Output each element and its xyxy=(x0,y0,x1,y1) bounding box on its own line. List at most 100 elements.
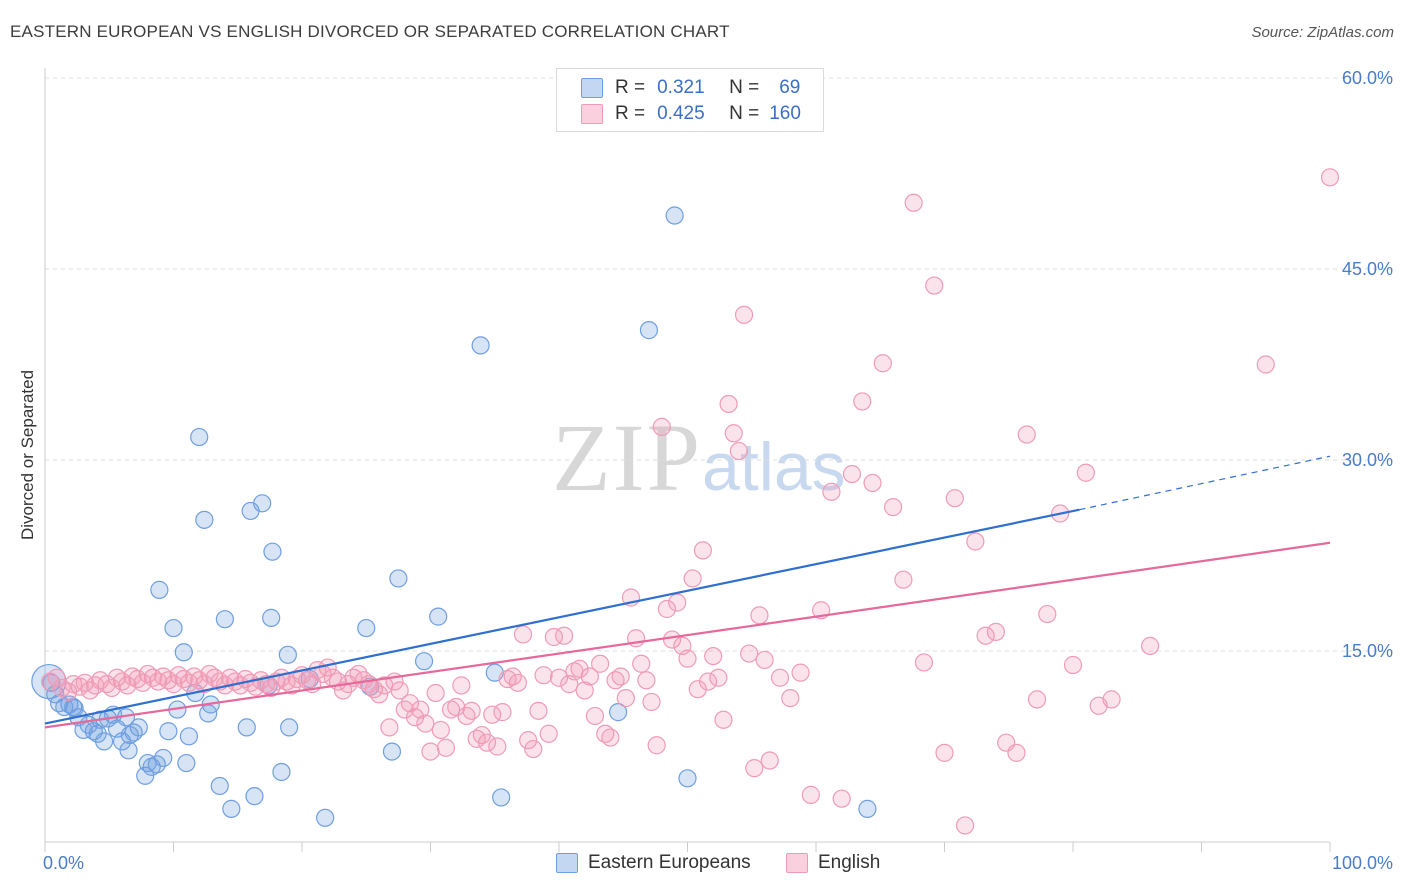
english-point xyxy=(832,789,851,808)
english-point xyxy=(380,718,399,737)
bottom-legend-label: English xyxy=(818,852,881,873)
legend-n-value: 69 xyxy=(779,77,801,98)
y-tick-label: 15.0% xyxy=(1342,641,1393,661)
english-point xyxy=(549,668,569,687)
english-point xyxy=(534,666,553,685)
english-point xyxy=(611,667,630,686)
english-point xyxy=(683,569,702,588)
english-point xyxy=(411,700,430,719)
english-point xyxy=(123,667,142,686)
legend-n-label: N = xyxy=(729,77,760,98)
y-tick-label: 60.0% xyxy=(1342,68,1393,88)
english-point xyxy=(688,680,707,699)
eastern-europeans-point xyxy=(42,673,61,692)
english-point xyxy=(724,424,743,443)
english-point xyxy=(519,731,538,750)
watermark-zip: ZIP xyxy=(552,404,702,511)
legend-swatch-pink xyxy=(581,104,603,124)
english-point xyxy=(1027,690,1047,709)
english-point xyxy=(693,541,713,560)
english-point xyxy=(863,473,882,493)
english-point xyxy=(47,668,66,687)
english-point xyxy=(585,706,605,726)
english-point xyxy=(740,644,759,663)
legend-row-eastern-europeans: R = 0.321 N = 69 xyxy=(581,77,800,99)
legend-r-label: R = xyxy=(615,77,646,98)
y-axis-label: Divorced or Separated xyxy=(18,370,37,540)
eastern-europeans-point xyxy=(382,742,402,761)
english-point xyxy=(955,816,975,835)
english-point xyxy=(390,681,409,700)
english-point xyxy=(370,685,389,704)
english-point xyxy=(966,532,985,551)
eastern-europeans-trend-line xyxy=(44,508,1080,725)
english-point xyxy=(750,606,769,625)
english-point xyxy=(652,417,671,436)
english-point xyxy=(400,694,420,713)
eastern-europeans-point xyxy=(492,788,511,807)
english-point xyxy=(647,736,666,755)
english-points xyxy=(41,168,1340,835)
eastern-europeans-point xyxy=(222,799,241,818)
english-point xyxy=(1017,425,1036,444)
english-point xyxy=(760,751,779,770)
eastern-europeans-point xyxy=(190,427,209,447)
english-point xyxy=(513,625,533,644)
legend-row-english: R = 0.425 N = 160 xyxy=(581,103,801,125)
english-point xyxy=(452,676,471,695)
eastern-europeans-point xyxy=(429,607,448,626)
english-point xyxy=(678,649,697,668)
english-point xyxy=(745,759,764,778)
eastern-europeans-point xyxy=(389,569,408,588)
eastern-europeans-point xyxy=(414,652,434,671)
eastern-europeans-point xyxy=(262,608,281,627)
english-point xyxy=(945,489,964,508)
english-point xyxy=(714,710,733,729)
x-tick-label: 100.0% xyxy=(1332,853,1393,873)
english-point xyxy=(195,675,214,694)
english-point xyxy=(642,692,661,712)
eastern-europeans-point xyxy=(316,808,335,827)
y-tick-label: 30.0% xyxy=(1342,450,1393,470)
english-point xyxy=(729,441,749,461)
watermark: ZIPatlas xyxy=(552,402,846,513)
english-point xyxy=(1007,743,1026,762)
english-point xyxy=(493,703,512,722)
correlation-legend: R = 0.321 N = 69 R = 0.425 N = 160 xyxy=(556,68,824,132)
eastern-europeans-point xyxy=(272,762,291,782)
english-point xyxy=(791,663,810,682)
eastern-europeans-point xyxy=(263,542,282,561)
english-point xyxy=(1320,168,1340,187)
english-point xyxy=(755,650,774,670)
english-point xyxy=(575,681,594,700)
bottom-legend-swatch-blue xyxy=(556,853,578,873)
english-point xyxy=(935,743,954,762)
legend-swatch-blue xyxy=(581,78,603,98)
english-point xyxy=(462,701,481,720)
english-point xyxy=(734,305,754,324)
eastern-europeans-point xyxy=(119,741,138,760)
bottom-legend-english: English xyxy=(786,852,880,874)
eastern-europeans-point xyxy=(159,722,178,741)
english-point xyxy=(477,733,497,752)
english-point xyxy=(488,737,507,756)
eastern-europeans-point xyxy=(210,776,229,796)
y-tick-label: 45.0% xyxy=(1342,259,1393,279)
eastern-europeans-trend-extension xyxy=(1079,455,1331,511)
english-point xyxy=(1063,655,1083,675)
english-point xyxy=(508,673,527,692)
english-point xyxy=(102,678,121,698)
eastern-europeans-point xyxy=(609,703,628,722)
eastern-europeans-point xyxy=(88,724,107,743)
bottom-legend-label: Eastern Europeans xyxy=(588,852,751,873)
english-point xyxy=(436,738,456,757)
english-point xyxy=(164,675,183,694)
english-point xyxy=(842,464,862,484)
english-point xyxy=(570,659,589,678)
english-point xyxy=(416,714,435,733)
watermark-atlas: atlas xyxy=(702,429,846,505)
english-trend-line xyxy=(44,541,1331,729)
english-point xyxy=(1038,604,1057,624)
eastern-europeans-point xyxy=(179,727,199,746)
